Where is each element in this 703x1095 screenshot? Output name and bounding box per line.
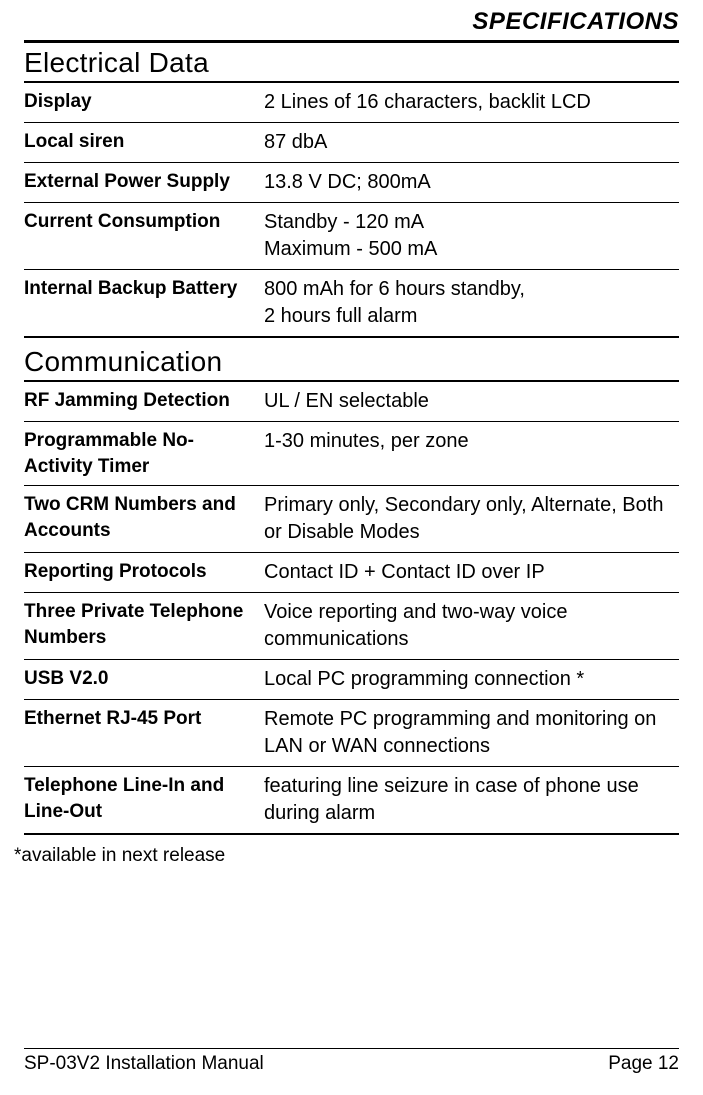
table-row: Local siren87 dbA (24, 123, 679, 163)
spec-value-line: Maximum - 500 mA (264, 236, 675, 263)
spec-value-line: 800 mAh for 6 hours standby, (264, 276, 675, 303)
table-row: RF Jamming DetectionUL / EN selectable (24, 382, 679, 422)
spec-value-line: Standby - 120 mA (264, 209, 675, 236)
page-header: SPECIFICATIONS (24, 0, 679, 40)
spec-value: 800 mAh for 6 hours standby,2 hours full… (264, 270, 679, 338)
table-row: Display2 Lines of 16 characters, backlit… (24, 83, 679, 123)
spec-label: USB V2.0 (24, 660, 264, 700)
spec-value-line: Contact ID + Contact ID over IP (264, 559, 675, 586)
spec-value: 1-30 minutes, per zone (264, 422, 679, 486)
spec-label: Display (24, 83, 264, 123)
spec-value: featuring line seizure in case of phone … (264, 767, 679, 835)
table-row: Reporting ProtocolsContact ID + Contact … (24, 553, 679, 593)
spec-value: Voice reporting and two-way voice commun… (264, 593, 679, 660)
table-row: Two CRM Numbers and AccountsPrimary only… (24, 486, 679, 553)
spec-value-line: UL / EN selectable (264, 388, 675, 415)
spec-value-line: 2 hours full alarm (264, 303, 675, 330)
spec-value: 87 dbA (264, 123, 679, 163)
spec-label: Two CRM Numbers and Accounts (24, 486, 264, 553)
spec-value-line: Remote PC programming and monitoring on … (264, 706, 675, 760)
table-row: Programmable No-Activity Timer1-30 minut… (24, 422, 679, 486)
spec-value: 13.8 V DC; 800mA (264, 163, 679, 203)
spec-table: Display2 Lines of 16 characters, backlit… (24, 83, 679, 338)
spec-value: 2 Lines of 16 characters, backlit LCD (264, 83, 679, 123)
table-row: USB V2.0Local PC programming connection … (24, 660, 679, 700)
spec-value-line: 13.8 V DC; 800mA (264, 169, 675, 196)
spec-value: Standby - 120 mAMaximum - 500 mA (264, 203, 679, 270)
spec-value-line: 87 dbA (264, 129, 675, 156)
spec-value-line: 1-30 minutes, per zone (264, 428, 675, 455)
footer-left: SP-03V2 Installation Manual (24, 1053, 264, 1075)
spec-label: Current Consumption (24, 203, 264, 270)
table-row: External Power Supply13.8 V DC; 800mA (24, 163, 679, 203)
spec-value-line: featuring line seizure in case of phone … (264, 773, 675, 827)
spec-label: Ethernet RJ-45 Port (24, 700, 264, 767)
spec-value: Contact ID + Contact ID over IP (264, 553, 679, 593)
spec-table: RF Jamming DetectionUL / EN selectablePr… (24, 382, 679, 835)
table-row: Current ConsumptionStandby - 120 mAMaxim… (24, 203, 679, 270)
spec-value-line: Primary only, Secondary only, Alternate,… (264, 492, 675, 546)
spec-value-line: Voice reporting and two-way voice commun… (264, 599, 675, 653)
spec-label: External Power Supply (24, 163, 264, 203)
spec-value-line: Local PC programming connection * (264, 666, 675, 693)
spec-label: Telephone Line-In and Line-Out (24, 767, 264, 835)
footer-right: Page 12 (608, 1053, 679, 1075)
spec-value: Primary only, Secondary only, Alternate,… (264, 486, 679, 553)
spec-label: Internal Backup Battery (24, 270, 264, 338)
table-row: Internal Backup Battery800 mAh for 6 hou… (24, 270, 679, 338)
table-row: Ethernet RJ-45 PortRemote PC programming… (24, 700, 679, 767)
spec-label: Programmable No-Activity Timer (24, 422, 264, 486)
spec-value-line: 2 Lines of 16 characters, backlit LCD (264, 89, 675, 116)
section-title: Communication (24, 344, 679, 382)
header-rule (24, 40, 679, 43)
spec-value: Local PC programming connection * (264, 660, 679, 700)
footnote: *available in next release (14, 841, 679, 867)
section-title: Electrical Data (24, 45, 679, 83)
spec-label: Local siren (24, 123, 264, 163)
spec-label: Reporting Protocols (24, 553, 264, 593)
table-row: Telephone Line-In and Line-Outfeaturing … (24, 767, 679, 835)
table-row: Three Private Telephone NumbersVoice rep… (24, 593, 679, 660)
page-footer: SP-03V2 Installation Manual Page 12 (24, 1048, 679, 1075)
spec-value: UL / EN selectable (264, 382, 679, 422)
spec-value: Remote PC programming and monitoring on … (264, 700, 679, 767)
spec-label: Three Private Telephone Numbers (24, 593, 264, 660)
section: Electrical DataDisplay2 Lines of 16 char… (24, 45, 679, 338)
section: CommunicationRF Jamming DetectionUL / EN… (24, 344, 679, 835)
spec-label: RF Jamming Detection (24, 382, 264, 422)
